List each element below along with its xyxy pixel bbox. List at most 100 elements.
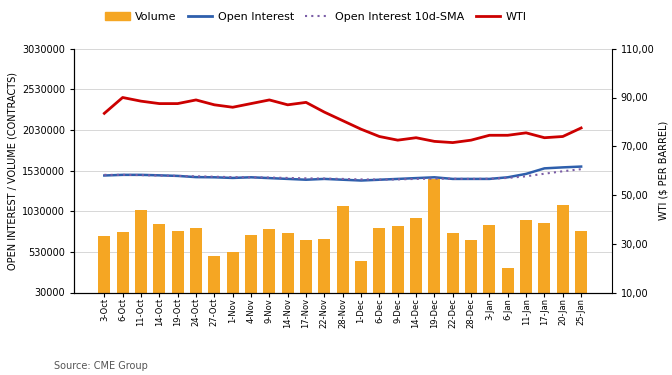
Open Interest 10d-SMA	[412, 177, 420, 181]
Open Interest 10d-SMA	[357, 177, 365, 182]
Open Interest	[412, 176, 420, 180]
Open Interest 10d-SMA	[173, 174, 181, 178]
Bar	[282, 233, 294, 295]
Open Interest 10d-SMA	[321, 176, 329, 181]
WTI	[394, 138, 402, 142]
Open Interest	[430, 175, 438, 180]
Open Interest	[228, 176, 237, 180]
WTI	[577, 126, 585, 130]
Open Interest	[504, 175, 512, 180]
Line: Open Interest 10d-SMA: Open Interest 10d-SMA	[104, 169, 581, 180]
WTI	[302, 100, 310, 105]
Open Interest 10d-SMA	[119, 172, 127, 177]
Open Interest 10d-SMA	[137, 173, 145, 177]
Open Interest	[321, 177, 329, 181]
Open Interest 10d-SMA	[485, 177, 493, 181]
Open Interest 10d-SMA	[339, 177, 347, 181]
Open Interest	[540, 166, 548, 171]
Open Interest	[558, 165, 566, 170]
WTI	[467, 138, 475, 142]
Bar	[319, 239, 331, 295]
WTI	[339, 118, 347, 123]
Open Interest 10d-SMA	[504, 176, 512, 180]
Open Interest 10d-SMA	[430, 176, 438, 181]
Open Interest	[376, 177, 384, 182]
WTI	[558, 134, 566, 139]
Open Interest	[119, 172, 127, 177]
WTI	[522, 130, 530, 135]
Open Interest	[192, 175, 200, 179]
WTI	[137, 99, 145, 104]
Bar	[392, 226, 404, 295]
WTI	[540, 135, 548, 140]
Bar	[465, 240, 477, 295]
Open Interest	[302, 177, 310, 182]
Open Interest	[100, 173, 108, 178]
Bar	[263, 229, 276, 295]
WTI	[173, 101, 181, 106]
WTI	[284, 102, 292, 107]
Y-axis label: WTI ($ PER BARREL): WTI ($ PER BARREL)	[659, 121, 669, 220]
Open Interest	[247, 175, 255, 180]
Open Interest 10d-SMA	[155, 173, 163, 178]
WTI	[119, 95, 127, 100]
Open Interest	[449, 177, 457, 181]
WTI	[504, 133, 512, 138]
WTI	[100, 111, 108, 116]
Bar	[300, 240, 312, 295]
WTI	[155, 101, 163, 106]
Open Interest	[485, 177, 493, 181]
Open Interest 10d-SMA	[449, 177, 457, 181]
Bar	[429, 179, 440, 295]
WTI	[210, 102, 218, 107]
Open Interest 10d-SMA	[577, 167, 585, 171]
Bar	[98, 237, 110, 295]
Bar	[337, 206, 349, 295]
Bar	[557, 205, 569, 295]
WTI	[192, 98, 200, 102]
Open Interest	[155, 173, 163, 178]
WTI	[228, 105, 237, 110]
Bar	[374, 228, 385, 295]
Bar	[153, 224, 165, 295]
Bar	[447, 233, 459, 295]
Open Interest	[210, 175, 218, 180]
Bar	[410, 218, 422, 295]
Bar	[538, 224, 550, 295]
Open Interest	[522, 172, 530, 176]
Open Interest	[394, 177, 402, 181]
Bar	[483, 225, 495, 295]
Open Interest 10d-SMA	[100, 172, 108, 177]
Line: Open Interest: Open Interest	[104, 166, 581, 180]
Open Interest	[137, 172, 145, 177]
Open Interest 10d-SMA	[540, 171, 548, 176]
Line: WTI: WTI	[104, 98, 581, 142]
WTI	[449, 140, 457, 145]
Open Interest	[284, 177, 292, 181]
Bar	[226, 252, 239, 295]
Open Interest 10d-SMA	[265, 175, 274, 180]
Open Interest 10d-SMA	[247, 175, 255, 180]
Y-axis label: OPEN INTEREST / VOLUME (CONTRACTS): OPEN INTEREST / VOLUME (CONTRACTS)	[7, 72, 17, 270]
Bar	[245, 235, 257, 295]
Open Interest 10d-SMA	[210, 174, 218, 179]
WTI	[485, 133, 493, 138]
WTI	[247, 101, 255, 106]
Open Interest	[467, 177, 475, 181]
WTI	[412, 135, 420, 140]
WTI	[321, 110, 329, 114]
Open Interest	[265, 176, 274, 180]
Open Interest 10d-SMA	[522, 174, 530, 178]
WTI	[376, 134, 384, 139]
Open Interest 10d-SMA	[394, 177, 402, 182]
Open Interest 10d-SMA	[376, 177, 384, 182]
Open Interest	[357, 178, 365, 183]
Open Interest 10d-SMA	[302, 176, 310, 181]
WTI	[357, 127, 365, 132]
Open Interest 10d-SMA	[192, 174, 200, 178]
Open Interest 10d-SMA	[228, 175, 237, 179]
Open Interest 10d-SMA	[284, 176, 292, 180]
WTI	[265, 98, 274, 102]
Text: Source: CME Group: Source: CME Group	[54, 361, 148, 371]
Open Interest 10d-SMA	[558, 169, 566, 174]
